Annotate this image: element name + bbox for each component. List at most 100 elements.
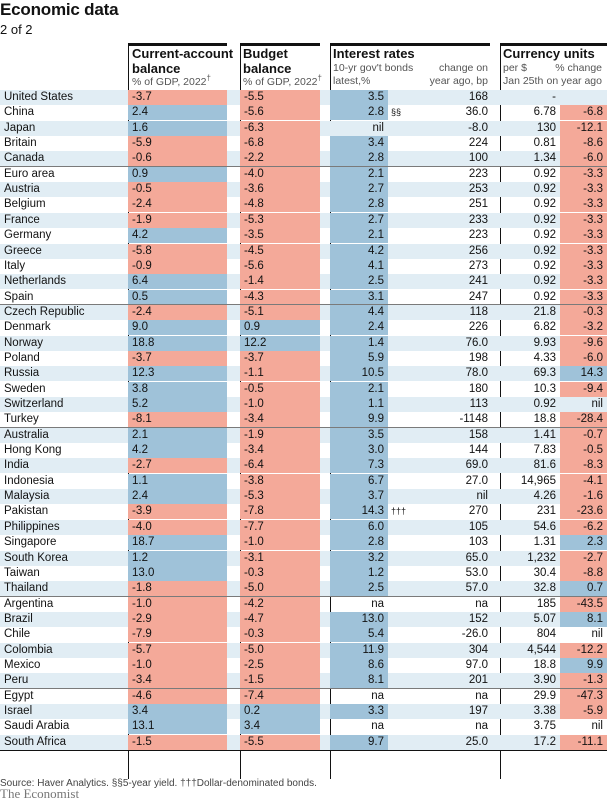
budget-balance-value: -3.4 xyxy=(240,443,320,459)
bond-yield-value: 2.7 xyxy=(330,182,388,198)
country-name: Singapore xyxy=(4,536,57,549)
currency-per-dollar-value: 231 xyxy=(536,505,556,518)
country-name: Austria xyxy=(4,183,40,196)
country-name: Hong Kong xyxy=(4,444,62,457)
current-account-value: -7.9 xyxy=(128,627,227,643)
budget-balance-value: -5.1 xyxy=(240,304,320,320)
country-name: Argentina xyxy=(4,597,54,610)
budget-balance-value: -3.7 xyxy=(240,350,320,366)
current-account-value: -5.8 xyxy=(128,243,227,259)
country-name: United States xyxy=(4,91,74,103)
current-account-value: 3.8 xyxy=(128,381,227,397)
bond-yield-value: 3.1 xyxy=(330,289,388,305)
country-name: Brazil xyxy=(4,612,33,625)
country-name: Netherlands xyxy=(4,275,67,288)
currency-change-value: 14.3 xyxy=(560,366,607,382)
current-account-value: -3.9 xyxy=(128,504,227,520)
bond-yield-change-value: -8.0 xyxy=(468,121,488,134)
budget-balance-value: -5.6 xyxy=(240,105,320,121)
bond-yield-value: 14.3 xyxy=(330,504,388,520)
current-account-value: -1.0 xyxy=(128,657,227,673)
bond-yield-change-value: 144 xyxy=(468,444,488,457)
bond-yield-value: 4.1 xyxy=(330,258,388,274)
currency-per-dollar-value: 3.90 xyxy=(533,674,556,687)
currency-per-dollar-value: 10.3 xyxy=(533,382,556,395)
current-account-value: 4.2 xyxy=(128,443,227,459)
bond-yield-value: na xyxy=(371,720,384,733)
currency-per-dollar-value: 130 xyxy=(536,121,556,134)
currency-per-dollar-value: 0.81 xyxy=(533,137,556,150)
budget-balance-value: -6.4 xyxy=(240,458,320,474)
currency-change-value: -9.6 xyxy=(560,335,607,351)
budget-balance-value: -2.5 xyxy=(240,657,320,673)
current-account-value: 0.5 xyxy=(128,289,227,305)
currency-per-dollar-value: 18.8 xyxy=(533,413,556,426)
current-account-value: 1.1 xyxy=(128,473,227,489)
bond-yield-change-value: 100 xyxy=(468,152,488,165)
bond-yield-change-value: 25.0 xyxy=(465,735,488,748)
country-name: Philippines xyxy=(4,520,60,533)
country-name: Chile xyxy=(4,628,31,641)
bond-yield-value: 9.7 xyxy=(330,734,388,750)
currency-per-dollar-value: 4,544 xyxy=(527,643,556,656)
country-name: Pakistan xyxy=(4,505,49,518)
subheader-interest-latest: 10-yr gov't bonds latest,% xyxy=(333,62,414,87)
currency-per-dollar-value: 0.92 xyxy=(533,244,556,257)
budget-balance-value: 0.9 xyxy=(240,320,320,336)
currency-change-value: -12.2 xyxy=(560,642,607,658)
budget-balance-value: -4.3 xyxy=(240,289,320,305)
currency-change-value: -3.3 xyxy=(560,228,607,244)
currency-per-dollar-value: 5.07 xyxy=(533,612,556,625)
currency-per-dollar-value: 32.8 xyxy=(533,582,556,595)
currency-change-value: -0.5 xyxy=(560,443,607,459)
bond-yield-value: 1.2 xyxy=(330,565,388,581)
currency-per-dollar-value: 3.75 xyxy=(533,720,556,733)
currency-change-value: nil xyxy=(591,628,603,641)
country-name: Euro area xyxy=(4,167,55,180)
currency-change-value: 0.7 xyxy=(560,581,607,597)
budget-balance-value: 12.2 xyxy=(240,335,320,351)
currency-change-value: nil xyxy=(591,398,603,410)
budget-balance-value: -3.5 xyxy=(240,228,320,244)
current-account-value: 4.2 xyxy=(128,228,227,244)
bond-yield-change-value: 103 xyxy=(468,536,488,549)
country-name: France xyxy=(4,213,40,226)
bond-yield-value: 3.3 xyxy=(330,704,388,719)
current-account-value: 1.2 xyxy=(128,550,227,566)
country-name: Australia xyxy=(4,428,49,441)
budget-balance-value: -1.1 xyxy=(240,366,320,382)
bond-yield-value: 1.4 xyxy=(330,335,388,351)
currency-change-value: -3.2 xyxy=(560,320,607,336)
country-name: Switzerland xyxy=(4,398,64,410)
bond-yield-change-value: 53.0 xyxy=(465,566,488,579)
bond-yield-value: na xyxy=(371,597,384,610)
country-name: India xyxy=(4,459,29,472)
currency-per-dollar-value: 0.92 xyxy=(533,398,556,410)
country-name: Turkey xyxy=(4,413,39,426)
bond-yield-value: 3.0 xyxy=(330,443,388,459)
country-name: Indonesia xyxy=(4,474,54,487)
bond-yield-value: 2.8 xyxy=(330,535,388,551)
subheader-currency-change: % change on year ago xyxy=(546,62,602,87)
bond-yield-change-value: 118 xyxy=(469,305,488,318)
currency-per-dollar-value: 6.78 xyxy=(533,106,556,119)
country-name: South Africa xyxy=(4,735,67,748)
currency-per-dollar-value: 14,965 xyxy=(520,474,556,487)
currency-change-value: -3.3 xyxy=(560,197,607,213)
source-footnote: Source: Haver Analytics. §§5-year yield.… xyxy=(0,778,317,789)
budget-balance-value: -1.0 xyxy=(240,535,320,551)
budget-balance-value: -5.5 xyxy=(240,734,320,750)
budget-balance-value: -5.3 xyxy=(240,212,320,228)
budget-balance-value: -5.3 xyxy=(240,489,320,505)
bond-yield-value: 7.3 xyxy=(330,458,388,474)
currency-change-value: -3.3 xyxy=(560,182,607,198)
current-account-value: -3.4 xyxy=(128,673,227,689)
bond-yield-value: 8.1 xyxy=(330,673,388,689)
currency-change-value: -3.3 xyxy=(560,258,607,274)
currency-per-dollar-value: 4.33 xyxy=(533,351,556,364)
currency-change-value: -11.1 xyxy=(560,734,607,750)
bond-yield-change-value: na xyxy=(475,720,488,733)
current-account-value: 2.1 xyxy=(128,427,227,443)
bond-yield-change-value: 152 xyxy=(468,612,488,625)
